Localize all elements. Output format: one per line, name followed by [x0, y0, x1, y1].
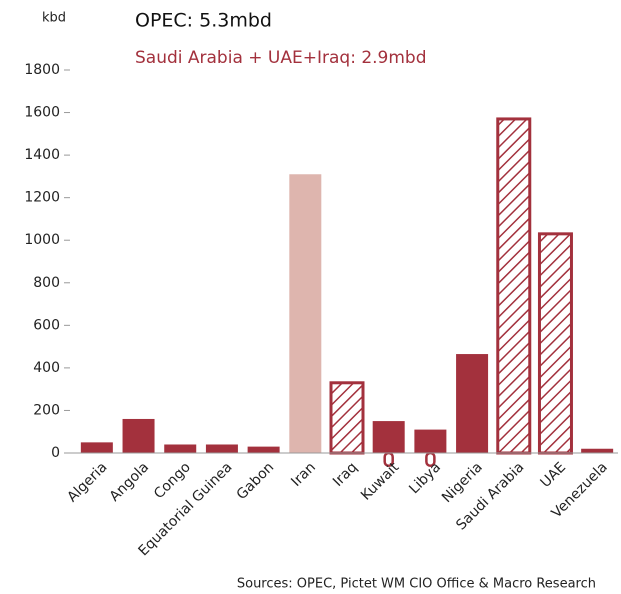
x-tick-label: UAE	[538, 459, 570, 491]
bar	[372, 421, 405, 453]
bar	[289, 174, 322, 453]
x-tick-label: Gabon	[234, 459, 278, 503]
bar	[581, 448, 614, 453]
y-tick-label: 1600	[24, 105, 60, 121]
chart-title: OPEC: 5.3mbd	[135, 10, 272, 32]
x-tick-label: Kuwait	[358, 459, 403, 504]
bar	[164, 444, 197, 453]
y-tick-label: 800	[33, 275, 60, 291]
bar	[80, 442, 113, 453]
x-tick-label: Libya	[406, 459, 444, 497]
x-tick-label: Iraq	[330, 459, 361, 490]
y-tick-label: 0	[51, 445, 60, 461]
y-axis-label: kbd	[42, 11, 66, 26]
y-tick-label: 1200	[24, 190, 60, 206]
bar	[496, 117, 532, 455]
x-tick-label: Angola	[107, 459, 153, 505]
bar	[122, 418, 155, 453]
bar	[205, 444, 238, 453]
source-note: Sources: OPEC, Pictet WM CIO Office & Ma…	[237, 577, 596, 592]
bar	[456, 354, 489, 453]
x-tick-label: Iran	[288, 459, 319, 490]
bar	[537, 232, 573, 455]
chart-subtitle: Saudi Arabia + UAE+Iraq: 2.9mbd	[135, 48, 427, 68]
y-tick-label: 1000	[24, 232, 60, 248]
bar	[329, 381, 365, 455]
x-tick-label: Algeria	[64, 459, 110, 505]
y-tick-label: 1400	[24, 147, 60, 163]
y-tick-label: 600	[33, 317, 60, 333]
y-tick-label: 200	[33, 402, 60, 418]
bar	[414, 429, 447, 453]
y-tick-label: 400	[33, 360, 60, 376]
y-tick-label: 1800	[24, 62, 60, 78]
bar	[247, 446, 280, 453]
